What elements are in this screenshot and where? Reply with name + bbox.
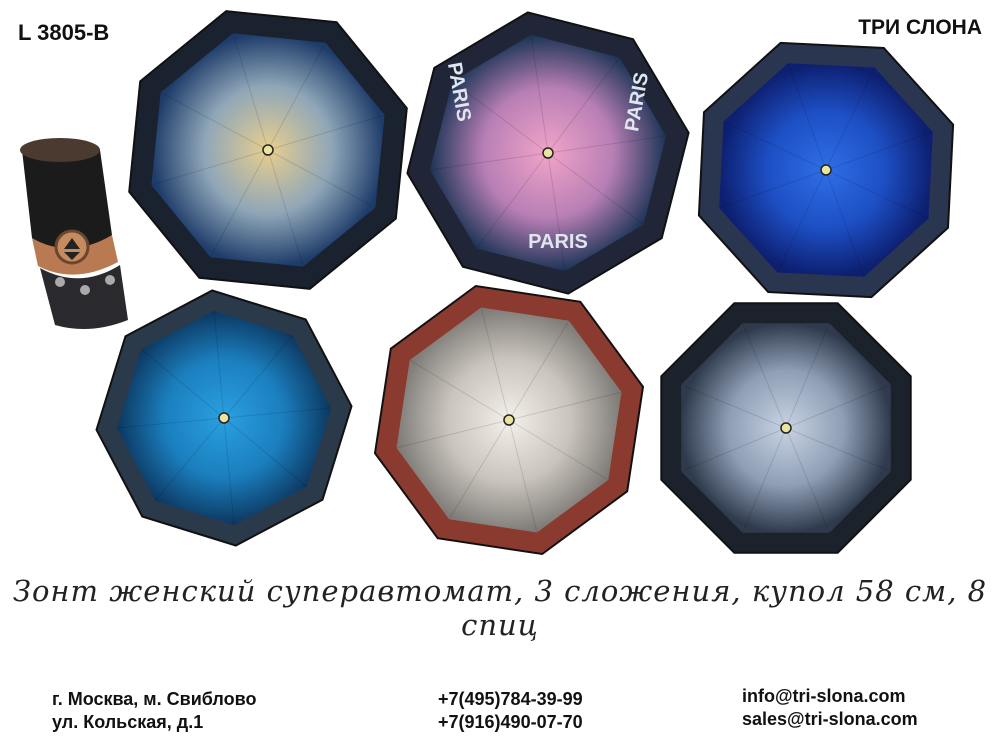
umbrella-tip xyxy=(542,147,554,159)
phone-number[interactable]: +7(916)490-07-70 xyxy=(438,712,583,732)
umbrella-gold-blue xyxy=(128,10,408,290)
umbrella-tip xyxy=(780,422,792,434)
umbrella-white-grey xyxy=(373,284,645,556)
umbrella-royal-blue xyxy=(697,41,955,299)
brand-name: ТРИ СЛОНА xyxy=(858,16,982,39)
umbrella-tip xyxy=(262,144,274,156)
email-link[interactable]: sales@tri-slona.com xyxy=(742,709,918,729)
umbrella-handle-image xyxy=(20,138,128,329)
email-block: info@tri-slona.com sales@tri-slona.com xyxy=(742,685,918,731)
email-link[interactable]: info@tri-slona.com xyxy=(742,686,906,706)
product-sku: L 3805-B xyxy=(18,20,110,45)
umbrella-silver-grey xyxy=(660,302,912,554)
umbrella-print-text: PARIS xyxy=(528,231,588,253)
phone-block: +7(495)784-39-99 +7(916)490-07-70 xyxy=(438,688,583,734)
umbrella-tip xyxy=(503,414,515,426)
umbrella-tip xyxy=(218,412,230,424)
umbrella-tip xyxy=(820,164,832,176)
product-description: Зонт женский суперавтомат, 3 сложения, к… xyxy=(12,574,988,642)
phone-number[interactable]: +7(495)784-39-99 xyxy=(438,689,583,709)
address-block: г. Москва, м. Свиблово ул. Кольская, д.1 xyxy=(52,688,256,734)
umbrella-turquoise xyxy=(95,289,353,547)
address-line: г. Москва, м. Свиблово xyxy=(52,689,257,709)
address-line: ул. Кольская, д.1 xyxy=(52,712,204,732)
